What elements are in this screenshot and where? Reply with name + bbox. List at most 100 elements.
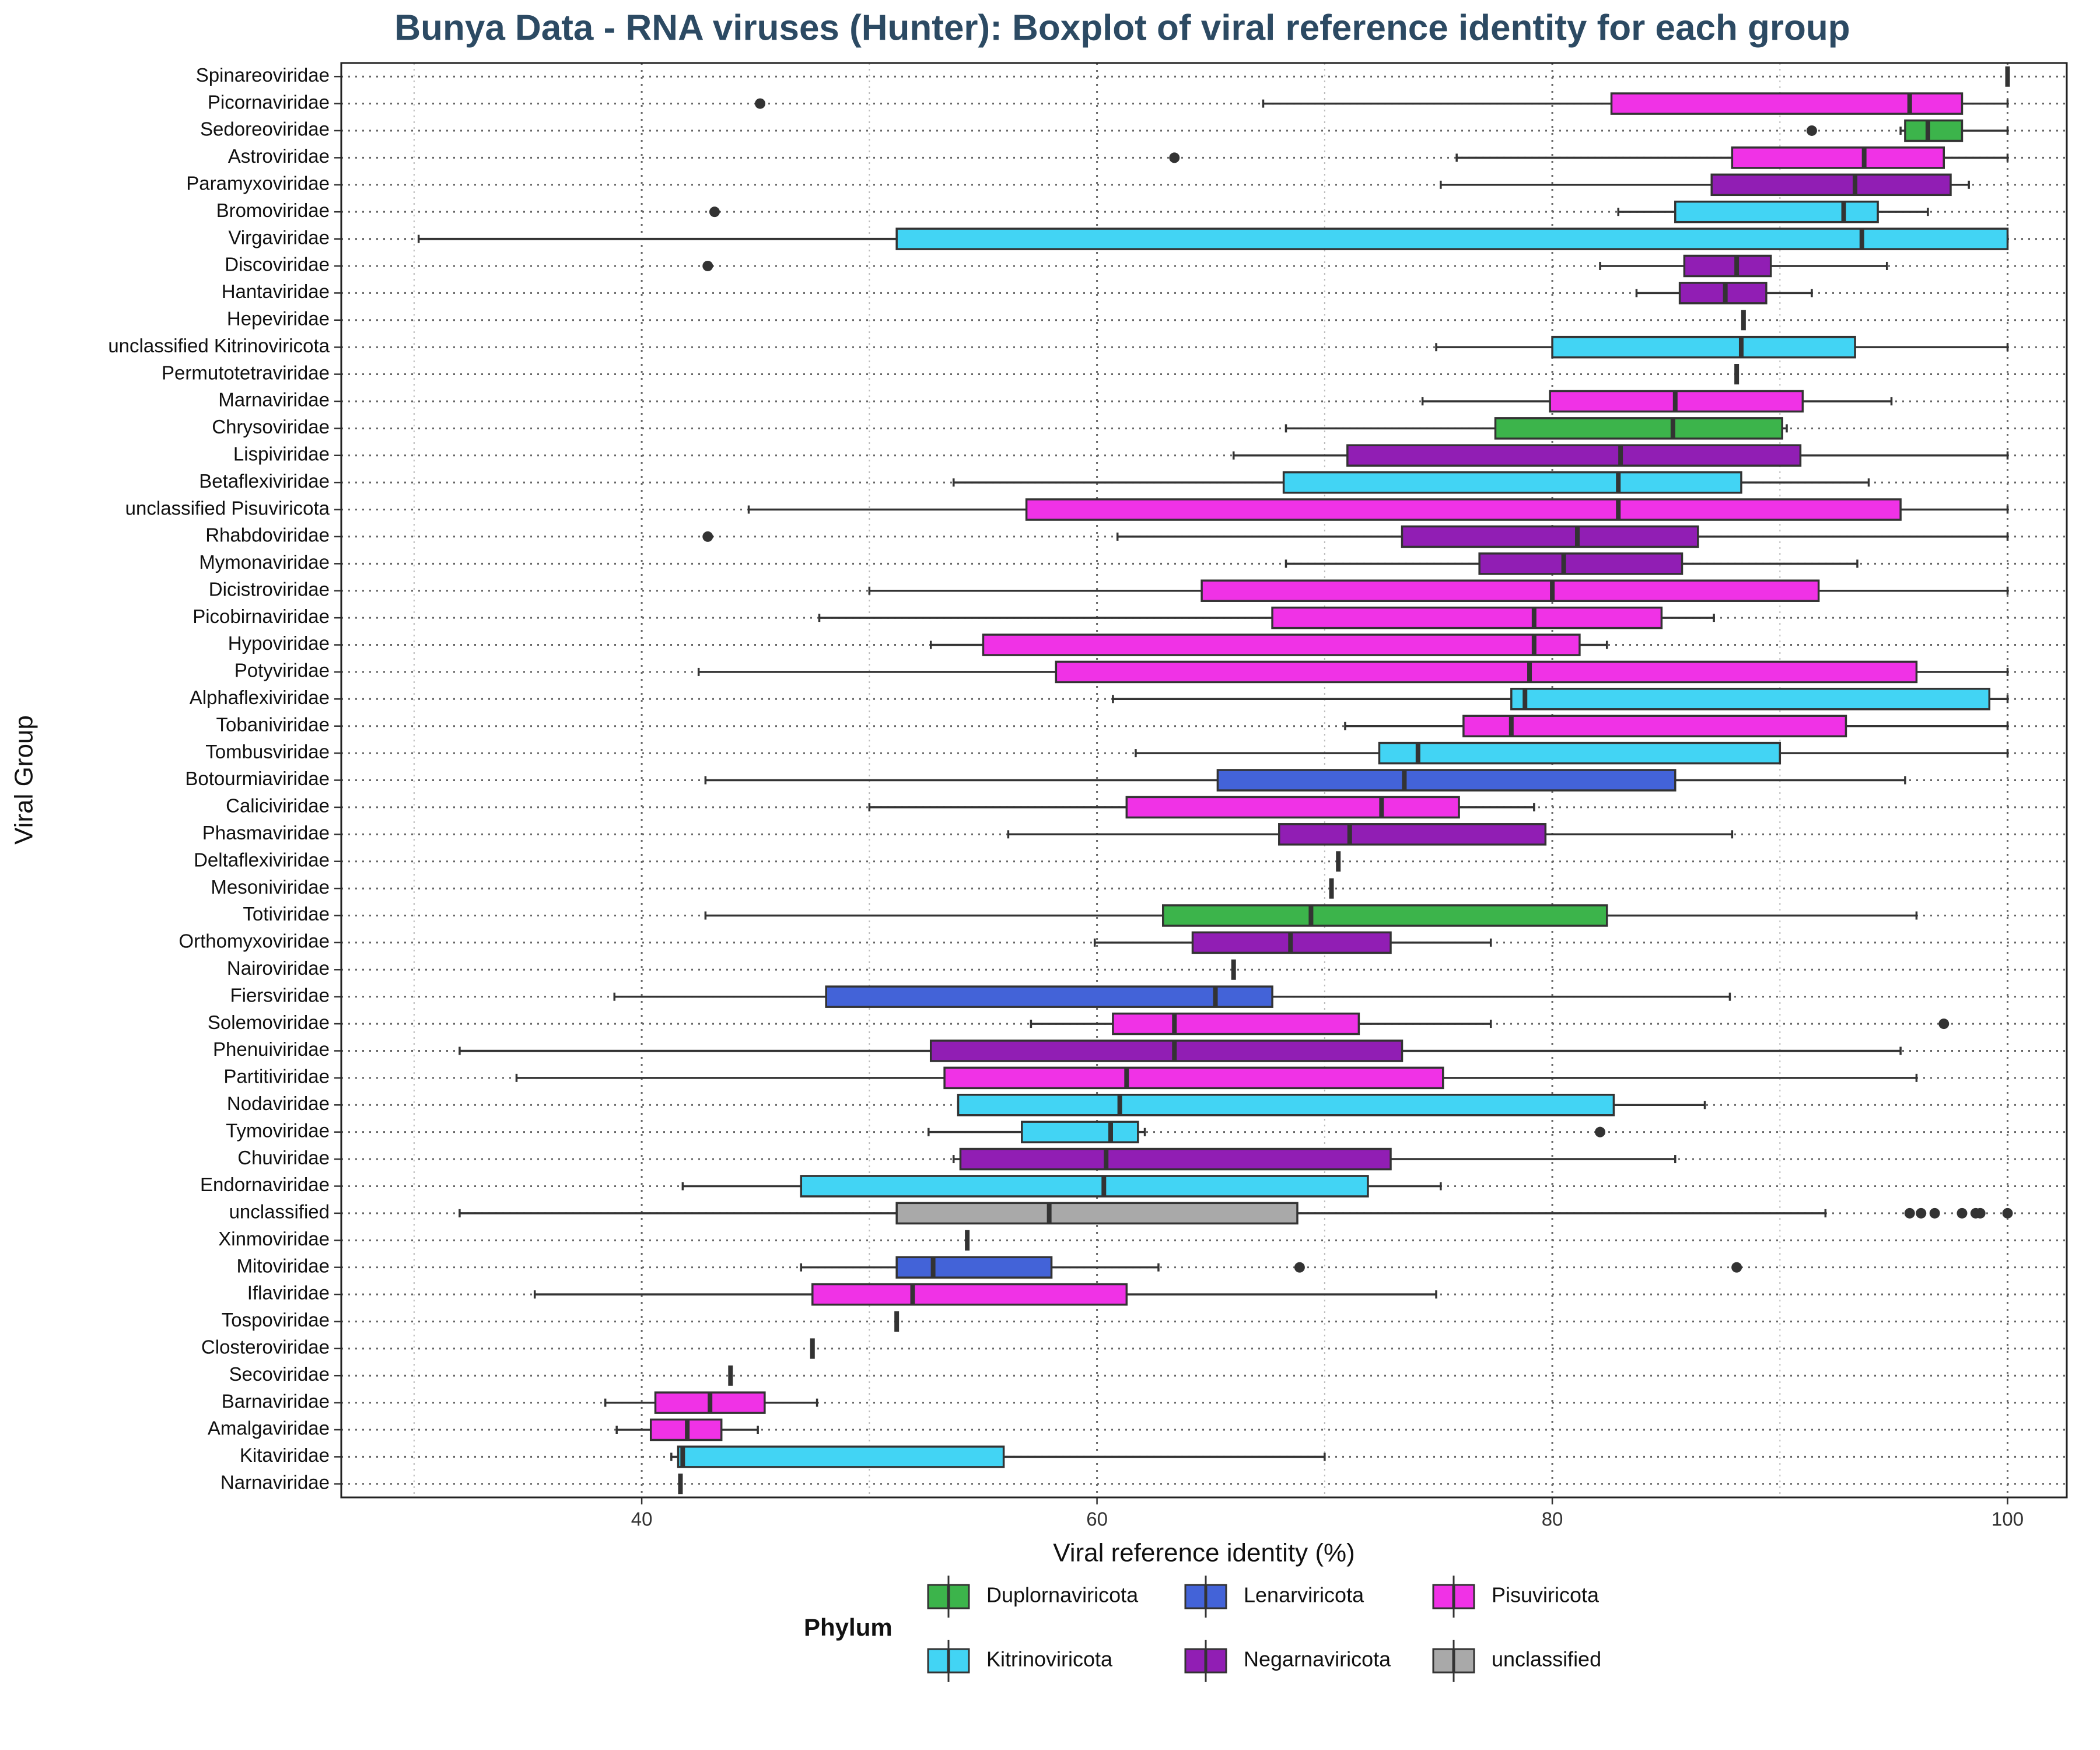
chart-title: Bunya Data - RNA viruses (Hunter): Boxpl… (394, 8, 1850, 48)
y-tick-label: unclassified (229, 1201, 330, 1223)
box (1025, 498, 1902, 521)
x-tick-label: 100 (1992, 1508, 2024, 1530)
y-tick-label: Nodaviridae (227, 1093, 330, 1114)
y-tick-label: Chuviridae (237, 1147, 330, 1168)
y-tick-label: Mymonaviridae (199, 551, 330, 573)
y-tick-label: Narnaviridae (220, 1472, 330, 1493)
y-tick-label: Hypoviridae (228, 632, 330, 654)
outlier (1169, 152, 1180, 163)
box (895, 1256, 1053, 1279)
y-tick-label: Alphaflexiviridae (190, 687, 330, 708)
legend-label: Duplornaviricota (986, 1583, 1139, 1607)
y-tick-label: Picornaviridae (208, 91, 330, 113)
box (895, 1202, 1298, 1225)
box (1904, 119, 1964, 142)
y-tick-label: Mitoviridae (236, 1255, 330, 1276)
y-tick-label: Lispiviridae (233, 443, 330, 464)
box (1282, 471, 1742, 494)
box (1021, 1121, 1139, 1143)
outlier (1806, 125, 1817, 136)
box (1378, 741, 1782, 765)
y-tick-label: Dicistroviridae (209, 578, 330, 600)
y-tick-label: Chrysoviridae (212, 416, 330, 438)
y-tick-label: Phasmaviridae (202, 822, 330, 844)
y-tick-label: Betaflexiviridae (199, 470, 330, 492)
x-tick-label: 80 (1542, 1508, 1563, 1530)
box (943, 1066, 1444, 1090)
box (1271, 606, 1663, 629)
box (1462, 715, 1847, 737)
y-tick-label: Kitaviridae (240, 1444, 330, 1466)
outlier (702, 531, 713, 542)
box (1683, 254, 1772, 278)
outlier (709, 206, 720, 218)
y-tick-label: Marnaviridae (218, 389, 330, 411)
box (1278, 823, 1547, 846)
box (1125, 796, 1460, 819)
y-tick-label: Amalgaviridae (208, 1418, 330, 1439)
box (1674, 200, 1879, 223)
box (959, 1147, 1392, 1171)
box (982, 634, 1581, 656)
outlier (1975, 1208, 1986, 1219)
y-tick-label: Discoviridae (225, 254, 330, 275)
legend-label: unclassified (1492, 1647, 1601, 1671)
y-tick-label: Mesoniviridae (211, 876, 330, 898)
legend-label: Kitrinoviricota (986, 1647, 1113, 1671)
box (957, 1094, 1615, 1116)
y-tick-label: Partitiviridae (223, 1066, 330, 1087)
x-tick-label: 60 (1086, 1508, 1108, 1530)
outlier (1938, 1019, 1950, 1030)
y-tick-label: Iflaviridae (247, 1282, 330, 1304)
outlier (1929, 1208, 1940, 1219)
box (1610, 92, 1964, 115)
x-axis-label: Viral reference identity (%) (1053, 1539, 1355, 1567)
legend-title: Phylum (804, 1614, 892, 1641)
y-tick-label: Nairoviridae (227, 957, 330, 979)
y-tick-label: Tombusviridae (205, 741, 330, 762)
y-tick-label: Sedoreoviridae (200, 118, 330, 140)
y-axis-label: Viral Group (10, 715, 38, 845)
box (895, 228, 2009, 250)
y-tick-label: Spinareoviridae (196, 64, 330, 86)
y-tick-label: Permutotetraviridae (162, 362, 330, 383)
y-tick-label: Virgaviridae (228, 226, 330, 248)
y-tick-label: Paramyxoviridae (186, 173, 330, 194)
outlier (702, 260, 713, 271)
y-tick-label: Secoviridae (229, 1363, 330, 1385)
y-tick-label: Rhabdoviridae (205, 524, 330, 546)
y-tick-label: Orthomyxoviridae (178, 930, 330, 952)
y-tick-label: Hantaviridae (222, 281, 330, 302)
y-tick-label: Tospoviridae (222, 1309, 330, 1331)
box (1112, 1012, 1360, 1035)
box (1478, 552, 1684, 575)
x-tick-label: 40 (631, 1508, 653, 1530)
box (1346, 444, 1802, 467)
y-tick-label: Caliciviridae (226, 795, 330, 817)
box (1055, 660, 1918, 684)
y-tick-label: Solemoviridae (208, 1012, 330, 1033)
box (1731, 146, 1945, 169)
y-tick-label: Phenuiviridae (213, 1038, 330, 1060)
y-tick-label: Picobirnaviridae (192, 606, 330, 627)
box (1401, 525, 1699, 548)
y-tick-label: Tobaniviridae (216, 713, 330, 735)
box (929, 1040, 1404, 1062)
y-tick-label: Bromoviridae (216, 200, 330, 221)
y-tick-label: Totiviridae (243, 903, 330, 925)
y-tick-label: unclassified Kitrinoviricota (108, 335, 330, 356)
legend-label: Negarnaviricota (1244, 1647, 1391, 1671)
y-tick-label: Astroviridae (228, 145, 330, 167)
outlier (1731, 1262, 1742, 1273)
y-tick-label: Fiersviridae (230, 984, 330, 1006)
y-tick-label: Barnaviridae (222, 1390, 330, 1412)
y-tick-label: Botourmiaviridae (185, 768, 330, 789)
box (811, 1283, 1128, 1306)
outlier (1904, 1208, 1915, 1219)
y-tick-label: Xinmoviridae (218, 1228, 330, 1250)
box (1710, 173, 1952, 197)
box (1162, 904, 1608, 927)
y-tick-label: unclassified Pisuviricota (125, 497, 330, 519)
box (800, 1175, 1369, 1198)
